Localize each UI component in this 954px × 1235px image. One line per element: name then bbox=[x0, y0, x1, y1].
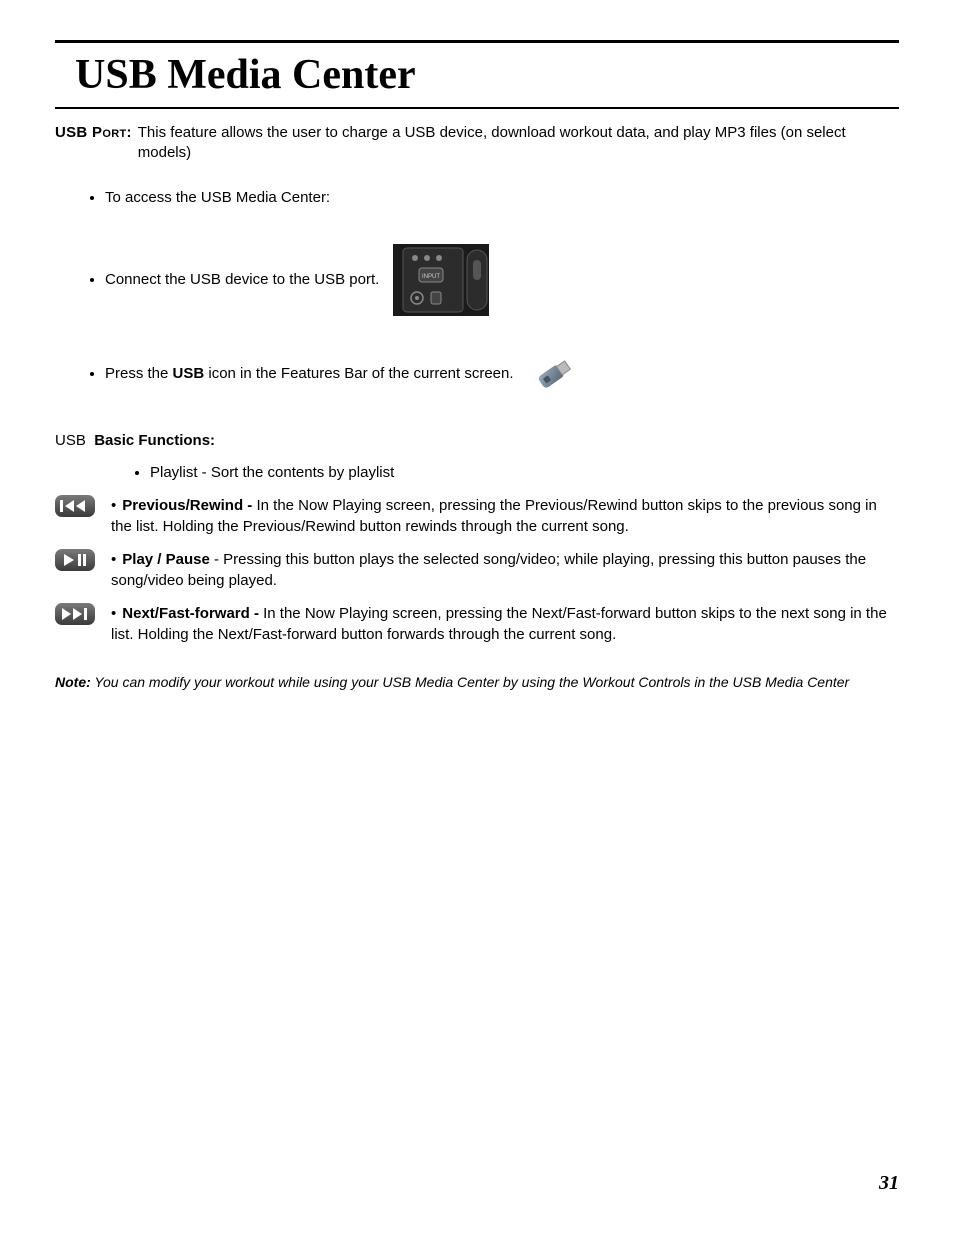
usb-port-device-icon: INPUT bbox=[393, 244, 489, 316]
intro-text: This feature allows the user to charge a… bbox=[138, 123, 899, 164]
next-fastforward-icon bbox=[55, 603, 95, 625]
note-paragraph: Note: You can modify your workout while … bbox=[55, 673, 899, 691]
play-pause-icon bbox=[55, 549, 95, 571]
title-rule bbox=[55, 107, 899, 109]
list-item: Press the USB icon in the Features Bar o… bbox=[105, 352, 899, 396]
usb-stick-icon bbox=[530, 352, 576, 396]
playlist-list: Playlist - Sort the contents by playlist bbox=[55, 463, 899, 483]
note-text: You can modify your workout while using … bbox=[91, 674, 849, 690]
next-fastforward-row: •Next/Fast-forward - In the Now Playing … bbox=[55, 603, 899, 645]
playlist-item: Playlist - Sort the contents by playlist bbox=[150, 463, 899, 483]
top-rule bbox=[55, 40, 899, 43]
note-label: Note: bbox=[55, 674, 91, 690]
previous-rewind-row: •Previous/Rewind - In the Now Playing sc… bbox=[55, 495, 899, 537]
access-steps-list: To access the USB Media Center: Connect … bbox=[55, 188, 899, 396]
play-pause-row: •Play / Pause - Pressing this button pla… bbox=[55, 549, 899, 591]
svg-text:INPUT: INPUT bbox=[422, 274, 440, 280]
page-number: 31 bbox=[879, 1172, 899, 1195]
basic-functions-heading: USB Basic Functions: bbox=[55, 432, 899, 449]
press-usb-text: Press the USB icon in the Features Bar o… bbox=[105, 364, 514, 384]
list-item: Connect the USB device to the USB port. … bbox=[105, 244, 899, 316]
connect-text: Connect the USB device to the USB port. bbox=[105, 270, 379, 290]
list-item: To access the USB Media Center: bbox=[105, 188, 899, 208]
previous-rewind-icon bbox=[55, 495, 95, 517]
intro-paragraph: USB Port: This feature allows the user t… bbox=[55, 123, 899, 164]
page-title: USB Media Center bbox=[75, 51, 899, 99]
intro-label: USB Port: bbox=[55, 123, 132, 164]
